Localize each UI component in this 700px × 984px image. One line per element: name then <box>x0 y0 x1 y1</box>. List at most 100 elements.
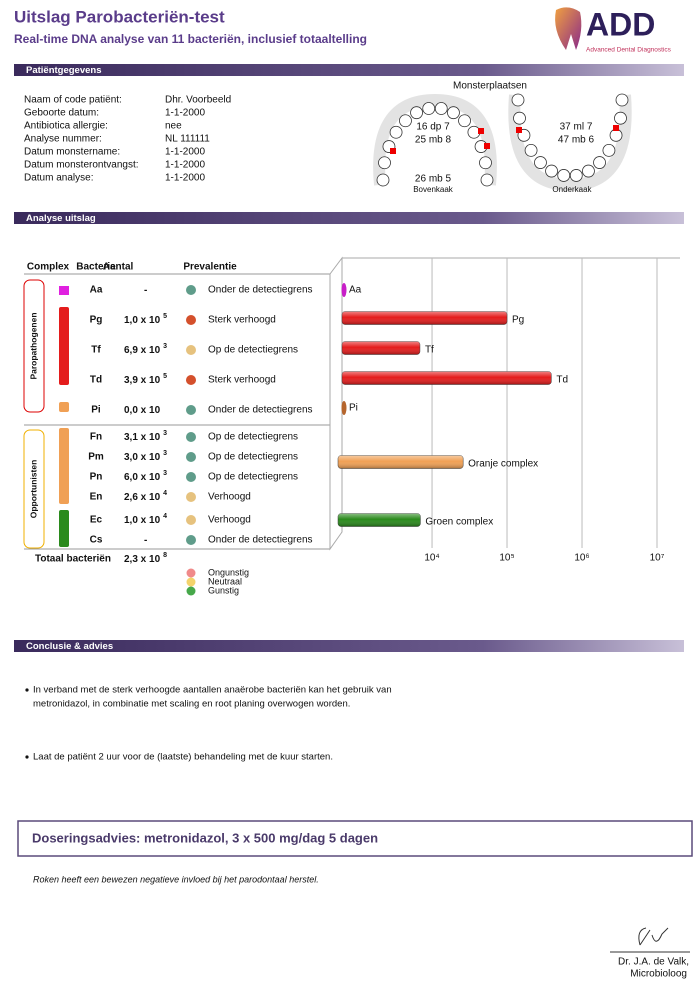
prevalence-dot <box>186 315 196 325</box>
complex-label: Opportunisten <box>28 460 38 519</box>
text-part: 5 <box>163 313 167 320</box>
tooth <box>434 102 448 115</box>
jaw-label: Onderkaak <box>552 185 592 194</box>
count: 3,0 x 10 3 <box>124 450 167 463</box>
bullet <box>25 688 29 692</box>
field-value: nee <box>165 121 182 132</box>
section-bar <box>14 212 684 224</box>
tooth <box>614 111 627 125</box>
x-tick-label: 10⁴ <box>424 553 439 564</box>
field-value: 1-1-2000 <box>165 173 205 184</box>
bacterium: Ec <box>90 515 103 526</box>
tooth <box>410 106 423 120</box>
text-part: - <box>144 285 147 296</box>
bar-shade <box>338 513 421 527</box>
tooth <box>458 114 471 128</box>
count: 2,6 x 10 4 <box>124 490 167 503</box>
bacterium: En <box>90 492 103 503</box>
count: 6,9 x 10 3 <box>124 343 167 356</box>
bar-shade <box>342 341 420 355</box>
section-bar <box>14 64 684 76</box>
prevalence: Verhoogd <box>208 515 251 526</box>
tooth <box>615 93 629 107</box>
site-marker <box>390 148 396 154</box>
text-part: 3,0 x 10 <box>124 452 161 463</box>
bar-shade <box>342 311 508 325</box>
legend-label: Gunstig <box>208 585 239 595</box>
count: 1,0 x 10 5 <box>124 313 167 326</box>
column-header: Bacterie <box>76 262 116 273</box>
prevalence: Onder de detectiegrens <box>208 535 313 546</box>
text-part: 3 <box>163 470 167 477</box>
tooth <box>582 164 595 178</box>
bacterium: Fn <box>90 432 102 443</box>
tooth <box>534 156 547 169</box>
column-header: Aantal <box>103 262 134 273</box>
prevalence-dot <box>186 432 196 442</box>
text-part: 3 <box>163 343 167 350</box>
logo-icon <box>555 7 582 50</box>
bacterium: Pn <box>90 472 103 483</box>
tooth <box>511 93 525 107</box>
field-value: 1-1-2000 <box>165 147 205 158</box>
site-marker <box>613 125 619 131</box>
bar-label: Pi <box>349 403 358 414</box>
upper-arch <box>373 93 497 186</box>
x-tick-label: 10⁷ <box>650 553 665 564</box>
prevalence: Sterk verhoogd <box>208 315 276 326</box>
complex-swatch <box>59 286 69 295</box>
column-header: Complex <box>27 262 70 273</box>
text-part: - <box>144 535 147 546</box>
site-label: 37 ml 7 <box>560 122 593 133</box>
bar <box>341 283 347 297</box>
tooth <box>524 143 538 157</box>
bacterium: Pi <box>91 405 101 416</box>
text-part: 2,3 x 10 <box>124 554 161 565</box>
field-value: 1-1-2000 <box>165 108 205 119</box>
field-value: 1-1-2000 <box>165 160 205 171</box>
legend-dot <box>186 586 196 596</box>
site-label: 25 mb 8 <box>415 135 452 146</box>
tooth <box>479 156 492 170</box>
bar-label: Oranje complex <box>468 459 538 470</box>
logo-subtitle: Advanced Dental Diagnostics <box>586 47 672 54</box>
prevalence-dot <box>186 492 196 502</box>
complex-box <box>23 279 45 413</box>
tooth <box>376 173 390 187</box>
count: - <box>144 535 147 546</box>
text-part: 1,0 x 10 <box>124 515 161 526</box>
complex-swatch <box>59 307 69 385</box>
logo: ADD <box>586 6 655 42</box>
field-label: Naam of code patiënt: <box>24 95 122 106</box>
jaw-label: Bovenkaak <box>413 185 454 194</box>
bullet-text: In verband met de sterk verhoogde aantal… <box>33 685 392 696</box>
prevalence: Onder de detectiegrens <box>208 405 313 416</box>
field-label: Antibiotica allergie: <box>24 121 108 132</box>
field-label: Datum monsterontvangst: <box>24 160 139 171</box>
bar-label: Groen complex <box>425 517 493 528</box>
text-part: 3,9 x 10 <box>124 375 161 386</box>
site-marker <box>484 143 490 149</box>
field-label: Analyse nummer: <box>24 134 102 145</box>
site-label: 47 mb 6 <box>558 135 595 146</box>
prevalence: Onder de detectiegrens <box>208 285 313 296</box>
total-label: Totaal bacteriën <box>35 554 111 565</box>
teeth <box>376 93 629 187</box>
tooth <box>422 102 436 115</box>
title: Uitslag Parobacteriën-test <box>14 7 225 26</box>
tooth <box>480 173 494 187</box>
bar-label: Pg <box>512 315 524 326</box>
section-bar <box>14 640 684 652</box>
bacterium: Tf <box>91 345 101 356</box>
complex-label: Paropathogenen <box>28 312 38 379</box>
prevalence-dot <box>186 405 196 415</box>
site-marker <box>516 127 522 133</box>
text-part: 6,9 x 10 <box>124 345 161 356</box>
subtitle: Real-time DNA analyse van 11 bacteriën, … <box>14 32 367 46</box>
prevalence-dot <box>186 345 196 355</box>
tooth <box>609 128 623 142</box>
text-part: 4 <box>163 490 167 497</box>
section-title: Patiëntgegevens <box>26 65 102 76</box>
text-part: 3 <box>163 450 167 457</box>
text-part: 3 <box>163 430 167 437</box>
